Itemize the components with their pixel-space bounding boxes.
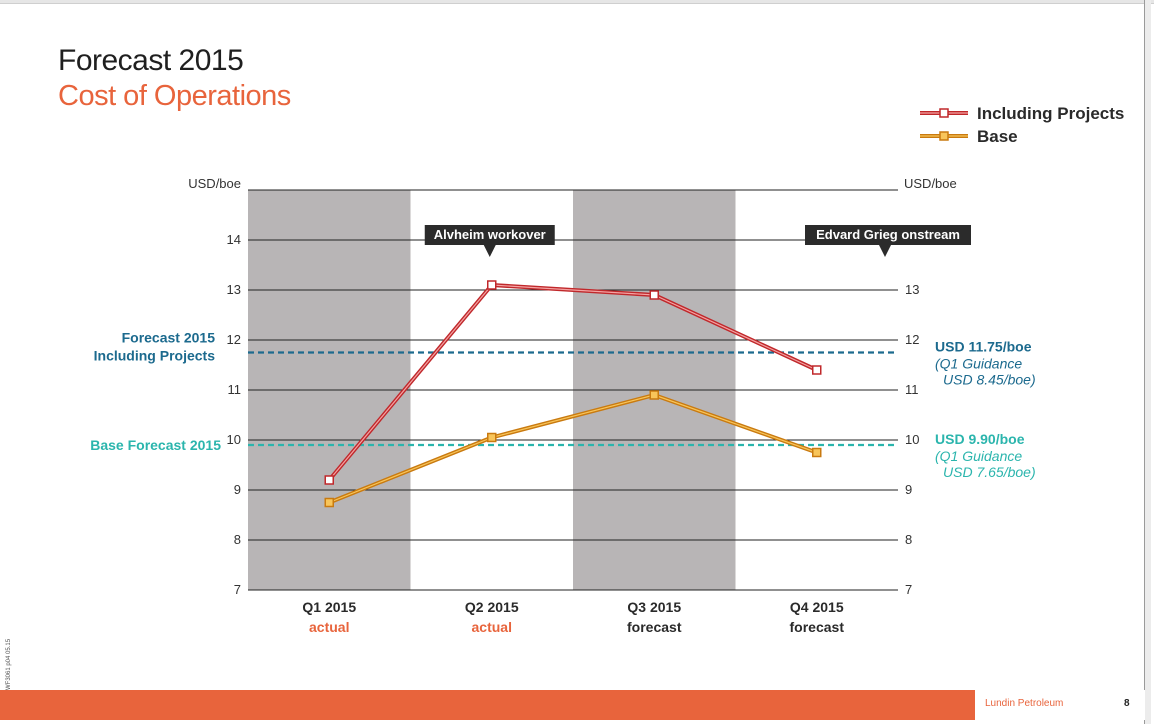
annotation-box-2 xyxy=(805,225,971,245)
annotation-pointer-1 xyxy=(483,245,496,257)
page-title: Forecast 2015 xyxy=(58,44,244,77)
series-1-point-1 xyxy=(324,475,334,485)
y-tick-label-right-9: 9 xyxy=(905,482,912,497)
page-number: 8 xyxy=(1124,698,1130,709)
reference-right-sub-2-1: (Q1 Guidance xyxy=(935,448,1022,464)
series-line-highlight-2 xyxy=(329,394,817,504)
reference-right-label-1: USD 11.75/boe xyxy=(935,339,1032,355)
y-tick-label-left-10: 10 xyxy=(227,432,241,447)
x-tick-label-3: Q3 2015 xyxy=(627,599,681,615)
document-code: WF3061 p04 05.15 xyxy=(6,638,12,690)
legend-label-2: Base xyxy=(977,127,1018,146)
x-tick-label-1: Q1 2015 xyxy=(302,599,356,615)
x-sublabel-4: forecast xyxy=(790,619,845,635)
series-1-point-3 xyxy=(649,290,659,300)
series-2-point-3 xyxy=(649,390,659,400)
series-line-highlight-1 xyxy=(328,284,818,481)
y-tick-label-right-8: 8 xyxy=(905,532,912,547)
annotation-label-1: Alvheim workover xyxy=(434,227,546,242)
y-tick-label-right-13: 13 xyxy=(905,282,919,297)
y-tick-label-left-12: 12 xyxy=(227,332,241,347)
legend-label-1: Including Projects xyxy=(977,104,1124,123)
y-axis-label-left: USD/boe xyxy=(188,176,241,191)
x-tick-label-4: Q4 2015 xyxy=(790,599,844,615)
reference-right-sub-1-2: USD 8.45/boe) xyxy=(943,372,1036,388)
legend-marker-1 xyxy=(939,108,949,118)
window-top-edge xyxy=(0,0,1154,4)
y-tick-label-right-7: 7 xyxy=(905,582,912,597)
x-tick-label-2: Q2 2015 xyxy=(465,599,519,615)
y-tick-label-right-10: 10 xyxy=(905,432,919,447)
window-right-edge xyxy=(1144,0,1151,724)
y-tick-label-right-11: 11 xyxy=(905,382,919,397)
reference-left-label-2-1: Base Forecast 2015 xyxy=(90,437,221,453)
y-tick-label-left-7: 7 xyxy=(234,582,241,597)
reference-right-label-2: USD 9.90/boe xyxy=(935,431,1025,447)
footer-brand: Lundin Petroleum xyxy=(985,698,1064,709)
y-tick-label-right-12: 12 xyxy=(905,332,919,347)
footer-bar xyxy=(0,690,1145,720)
y-tick-label-left-14: 14 xyxy=(227,232,241,247)
reference-left-label-1-2: Including Projects xyxy=(94,348,216,364)
series-1-point-2 xyxy=(487,280,497,290)
series-1-point-4 xyxy=(812,365,822,375)
series-2-point-1 xyxy=(324,497,334,508)
footer-panel xyxy=(975,690,1145,720)
page-subtitle: Cost of Operations xyxy=(58,80,291,112)
reference-right-sub-1-1: (Q1 Guidance xyxy=(935,356,1022,372)
y-tick-label-left-13: 13 xyxy=(227,282,241,297)
y-axis-label-right: USD/boe xyxy=(904,176,957,191)
y-tick-label-left-8: 8 xyxy=(234,532,241,547)
y-tick-label-left-11: 11 xyxy=(228,382,242,397)
x-sublabel-1: actual xyxy=(309,619,349,635)
reference-right-sub-2-2: USD 7.65/boe) xyxy=(943,464,1036,480)
y-tick-label-left-9: 9 xyxy=(234,482,241,497)
series-2-point-4 xyxy=(812,447,822,458)
annotation-label-2: Edvard Grieg onstream xyxy=(816,227,960,242)
annotation-box-1 xyxy=(424,225,555,245)
x-sublabel-3: forecast xyxy=(627,619,682,635)
reference-left-label-1-1: Forecast 2015 xyxy=(122,330,216,346)
x-sublabel-2: actual xyxy=(472,619,512,635)
series-2-point-2 xyxy=(487,432,497,443)
legend-marker-2 xyxy=(939,131,949,141)
annotation-pointer-2 xyxy=(879,245,891,257)
